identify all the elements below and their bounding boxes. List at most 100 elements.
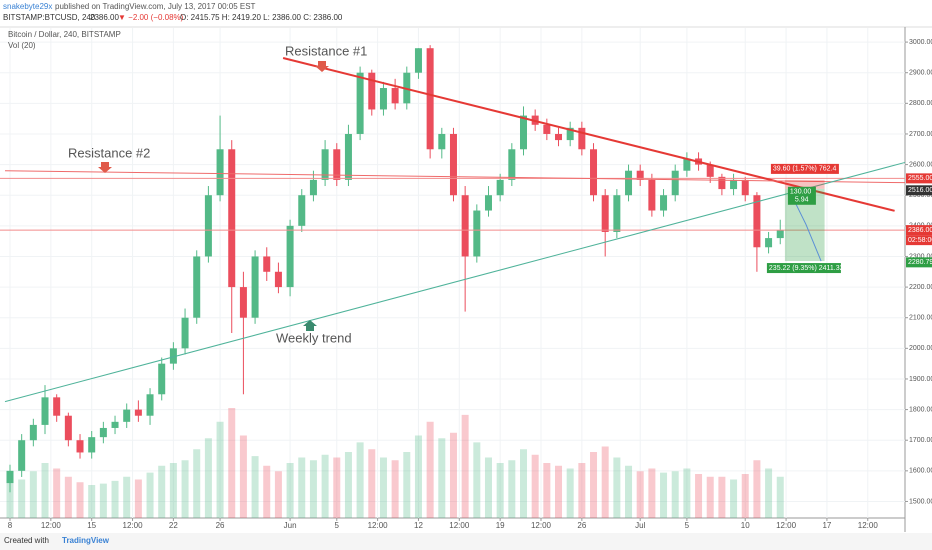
x-tick-label: 5 [335, 521, 340, 530]
symbol: BITSTAMP:BTCUSD, 240 [3, 13, 96, 22]
candle-body [356, 72, 364, 134]
volume-bar [718, 476, 726, 518]
volume-bar [438, 438, 446, 518]
candle-body [41, 397, 49, 425]
volume-bar [660, 472, 668, 518]
candle-body [461, 195, 469, 257]
footer-brand[interactable]: TradingView [62, 536, 110, 545]
candle-body [309, 179, 317, 196]
candle-body [76, 440, 84, 453]
volume-bar [601, 446, 609, 518]
entry-sub: 5.94 [795, 197, 809, 204]
candle-body [216, 149, 224, 196]
y-tick-label: 2100.00 [909, 315, 932, 322]
candle-body [391, 88, 399, 104]
volume-bar [496, 463, 504, 518]
candle-body [660, 195, 668, 211]
candle-body [578, 127, 586, 150]
y-tick-label: 1900.00 [909, 376, 932, 383]
y-tick-label: 2600.00 [909, 161, 932, 168]
change: ▼ −2.00 (−0.08%) [118, 13, 184, 22]
volume-bar [473, 442, 481, 518]
candle-body [426, 48, 434, 150]
volume-bar [111, 480, 119, 518]
volume-bar [181, 460, 189, 518]
candle-body [648, 179, 656, 211]
candle-body [158, 363, 166, 395]
countdown: 02:58:00 [908, 237, 932, 244]
price-label-box [906, 225, 932, 236]
volume-bar [204, 438, 212, 518]
volume-bar [683, 468, 691, 518]
x-tick-label: 19 [496, 521, 505, 530]
volume-bar [123, 476, 131, 518]
candle-body [508, 149, 516, 180]
volume-bar [344, 452, 352, 518]
candle-body [204, 195, 212, 257]
candle-body [671, 170, 679, 196]
volume-bar [76, 482, 84, 518]
volume-bar [158, 465, 166, 518]
author[interactable]: snakebyte29x [3, 2, 52, 11]
x-tick-label: 22 [169, 521, 178, 530]
price-label-box [906, 185, 932, 196]
stop-label: 39.60 (1.57%) 762.4 [773, 166, 837, 173]
candle-body [286, 225, 294, 288]
candle-body [123, 409, 131, 422]
candle-body [29, 424, 37, 441]
candle-body [636, 170, 644, 180]
volume-bar [368, 449, 376, 518]
volume-bar [706, 476, 714, 518]
candle-body [181, 317, 189, 349]
volume-bar [414, 435, 422, 518]
x-tick-label: 5 [685, 521, 690, 530]
volume-bar [53, 468, 61, 518]
volume-bar [508, 460, 516, 518]
volume-bar [613, 457, 621, 518]
candle-body [414, 48, 422, 73]
candle-body [566, 127, 574, 141]
candle-body [99, 427, 107, 438]
candle-body [321, 149, 329, 180]
target-label: 235.22 (9.35%) 2411.32 [769, 265, 844, 272]
x-tick-label: 12:00 [858, 521, 879, 530]
volume-bar [263, 465, 271, 518]
price-label-box [906, 173, 932, 184]
volume-bar [555, 465, 563, 518]
candle-body [776, 230, 784, 239]
arrow-icon [98, 162, 112, 173]
candle-body [496, 179, 504, 196]
x-tick-label: 12:00 [368, 521, 389, 530]
volume-bar [671, 471, 679, 518]
annotation: Resistance #1 [285, 43, 367, 58]
volume-bar [578, 463, 586, 518]
candle-body [753, 195, 761, 248]
candle-body [555, 133, 563, 141]
candle-body [519, 115, 527, 150]
y-tick-label: 1500.00 [909, 498, 932, 505]
volume-bar [625, 465, 633, 518]
x-tick-label: 12:00 [449, 521, 470, 530]
x-tick-label: 15 [87, 521, 96, 530]
legend-main: Bitcoin / Dollar, 240, BITSTAMP [8, 30, 121, 39]
volume-bar [484, 457, 492, 518]
volume-bar [169, 463, 177, 518]
candle-body [88, 437, 96, 453]
volume-bar [321, 454, 329, 518]
volume-bar [449, 432, 457, 518]
candle-body [274, 271, 282, 288]
volume-bar [566, 468, 574, 518]
countdown-box [906, 235, 932, 246]
candle-body [613, 195, 621, 232]
x-tick-label: 17 [822, 521, 831, 530]
entry-label: 130.00 [790, 189, 812, 196]
price-label: 2555.00 [908, 175, 932, 182]
volume-bar [274, 471, 282, 518]
candle-body [449, 133, 457, 196]
candle-body [251, 256, 259, 318]
candle-body [473, 210, 481, 257]
last-price: 2386.00 [90, 13, 119, 22]
footer-text: Created with [4, 536, 49, 545]
